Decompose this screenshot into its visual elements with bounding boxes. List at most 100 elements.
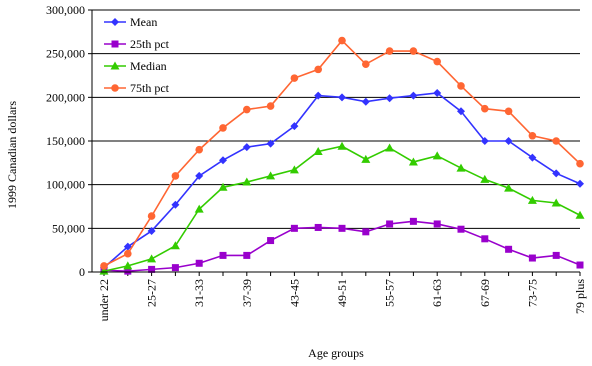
data-point-median [432,151,442,160]
data-point-75th-pct [409,47,418,55]
legend: Mean 25th pct Median 75th pct [104,15,170,95]
x-axis-ticks: under 22 25-27 31-33 37-39 43-45 49-51 55-57 61… [97,272,587,321]
data-point-25th-pct [148,265,156,273]
data-point-75th-pct [504,107,513,116]
y-tick-label: 100,000 [46,178,85,192]
data-point-mean [314,91,323,100]
y-axis-title: 1999 Canadian dollars [5,101,19,209]
x-tick-label: 43-45 [287,279,301,307]
data-point-median [385,143,395,152]
legend-item-75th-pct: 75th pct [104,81,170,95]
y-tick-label: 250,000 [46,47,85,61]
y-axis-ticks: 0 50,000 100,000 150,000 200,000 250,000 300,0… [46,3,92,279]
data-point-75th-pct [290,74,299,82]
data-point-75th-pct [457,82,465,90]
data-point-mean [219,156,227,165]
data-point-median [313,146,323,155]
x-tick-label: 67-69 [478,279,492,307]
legend-label: 75th pct [130,81,170,95]
data-point-median [551,198,561,207]
data-point-75th-pct [219,124,227,132]
x-tick-label: 79 plus [573,279,587,314]
data-point-mean [338,93,346,102]
data-point-median [123,261,133,270]
legend-label: 25th pct [130,37,170,51]
data-point-25th-pct [171,264,179,272]
data-point-mean [123,242,132,251]
legend-item-25th-pct: 25th pct [104,37,170,51]
legend-label: Median [130,59,167,73]
data-point-25th-pct [338,224,346,232]
legend-marker [111,40,119,48]
x-tick-label: 25-27 [145,279,159,307]
data-point-75th-pct [266,102,275,110]
data-point-median [147,254,157,263]
x-tick-label: 55-57 [383,279,397,307]
x-tick-label: 61-63 [430,279,444,307]
data-point-median [218,182,228,191]
data-point-25th-pct [362,228,370,236]
data-point-mean [385,94,394,103]
data-point-mean [290,122,299,131]
data-point-median [456,163,466,172]
data-point-mean [242,143,251,152]
data-point-median [504,183,514,192]
legend-item-mean: Mean [104,15,157,29]
data-point-25th-pct [433,220,441,228]
x-tick-label: 37-39 [240,279,254,307]
data-point-75th-pct [362,60,370,68]
data-point-75th-pct [385,47,394,55]
series-mean [100,88,584,272]
series-group [99,36,585,275]
data-point-median [170,241,180,250]
axes [91,10,580,273]
data-point-75th-pct [528,131,537,140]
x-tick-label: under 22 [97,279,111,321]
data-point-75th-pct [338,36,346,45]
series-75th-pct [100,36,584,270]
y-tick-label: 150,000 [46,134,85,148]
data-point-25th-pct [386,220,394,228]
x-tick-label: 49-51 [335,279,349,307]
data-point-mean [504,137,513,145]
data-point-25th-pct [481,235,489,243]
data-point-median [289,165,299,174]
x-tick-label: 31-33 [192,279,206,307]
data-point-75th-pct [314,65,323,74]
data-point-mean [409,91,418,100]
y-tick-label: 50,000 [52,221,85,235]
data-point-75th-pct [100,262,108,270]
data-point-75th-pct [433,57,442,66]
data-point-25th-pct [552,251,560,259]
legend-item-median: Median [104,59,167,73]
data-point-25th-pct [267,237,275,245]
legend-label: Mean [130,15,157,29]
data-point-mean [480,137,489,145]
data-point-median [337,141,347,150]
data-point-25th-pct [219,251,227,259]
y-tick-label: 0 [79,265,85,279]
data-point-median [575,210,585,219]
data-point-mean [457,107,465,116]
data-point-mean [171,200,180,209]
series-line-75th-pct [103,39,581,267]
data-point-median [480,174,490,183]
data-point-mean [528,153,537,162]
data-point-mean [266,139,275,148]
data-point-25th-pct [528,254,536,262]
data-point-75th-pct [243,105,251,114]
data-point-median [242,177,252,186]
data-point-25th-pct [290,224,298,232]
data-point-25th-pct [314,223,322,231]
data-point-75th-pct [552,137,560,145]
data-point-25th-pct [195,259,203,267]
data-point-75th-pct [171,172,180,180]
x-axis-title: Age groups [308,346,364,360]
data-point-mean [552,169,561,178]
data-point-median [408,157,418,166]
data-point-median [99,266,109,275]
legend-marker [110,61,120,70]
data-point-median [194,204,204,213]
data-point-75th-pct [195,145,203,154]
